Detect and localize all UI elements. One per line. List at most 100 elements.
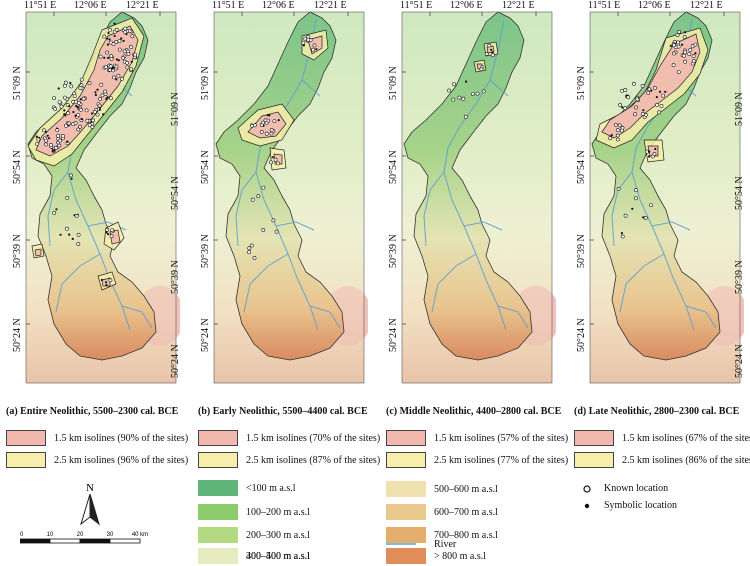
symbolic-site-marker xyxy=(68,105,71,108)
latitude-label: 51°09 N xyxy=(200,66,211,100)
known-site-marker xyxy=(479,67,484,72)
elevation-label: > 800 m a.s.l xyxy=(434,550,487,562)
elevation-label: 600–700 m a.s.l xyxy=(434,506,498,518)
symbolic-site-marker xyxy=(94,93,97,97)
symbolic-site-marker xyxy=(277,119,280,122)
latitude-label: 50°39 N xyxy=(576,234,587,268)
known-site-marker xyxy=(490,53,495,58)
latitude-label: 50°24 N xyxy=(200,318,211,352)
symbolic-site-marker xyxy=(100,278,103,282)
known-site-marker xyxy=(303,36,308,41)
known-site-marker xyxy=(259,129,264,134)
known-site-marker xyxy=(117,47,122,52)
known-site-marker xyxy=(125,65,130,70)
scale-tick-label: 10 xyxy=(47,532,54,538)
known-site-marker xyxy=(649,203,653,208)
study-region xyxy=(27,11,157,361)
known-site-marker xyxy=(103,65,108,70)
elevation-legend-item: 400–500 m a.s.l xyxy=(198,548,310,564)
known-site-marker xyxy=(87,81,92,86)
iso15-label: 1.5 km isolines (67% of the sites) xyxy=(622,432,750,444)
elevation-label: 300–400 m a.s.l xyxy=(246,550,310,562)
known-site-marker xyxy=(102,34,107,39)
known-site-marker xyxy=(620,234,625,239)
scale-tick-label: 20 xyxy=(77,532,84,538)
iso25-legend-a: 2.5 km isolines (96% of the sites) xyxy=(6,452,188,468)
known-site-marker xyxy=(53,107,58,111)
river-line xyxy=(611,171,633,247)
known-site-marker xyxy=(85,118,90,123)
known-site-marker xyxy=(90,125,95,129)
known-site-marker xyxy=(447,88,452,93)
known-site-marker xyxy=(72,94,77,99)
known-site-marker xyxy=(77,100,81,105)
known-site-marker xyxy=(252,256,257,260)
map-panel-c: 11°51 E 12°06 E 12°21 E 51°09 N 50°54 N 50°39… xyxy=(386,0,566,385)
known-site-marker xyxy=(74,213,79,218)
symbolic-site-marker xyxy=(130,60,133,63)
river-line xyxy=(685,305,717,329)
known-site-marker xyxy=(261,120,265,125)
known-site-marker xyxy=(91,118,96,123)
known-site-marker xyxy=(271,218,276,223)
known-site-marker xyxy=(659,104,664,108)
iso25-swatch xyxy=(6,452,46,468)
known-site-marker xyxy=(312,43,317,48)
known-site-marker xyxy=(62,83,67,88)
river-line xyxy=(423,171,445,247)
river-line xyxy=(275,221,315,231)
longitude-label: 12°06 E xyxy=(450,0,483,11)
iso25-swatch xyxy=(386,452,426,468)
isoline-1-5km xyxy=(247,111,287,139)
known-site-marker xyxy=(114,40,119,44)
latitude-label: 50°54 N xyxy=(576,150,587,184)
river-line xyxy=(497,305,529,329)
latitude-label-right: 50°24 N xyxy=(734,344,745,378)
known-site-marker xyxy=(250,123,254,128)
known-site-marker xyxy=(475,91,480,96)
elevation-label: <100 m a.s.l xyxy=(246,482,296,494)
open-circle-icon xyxy=(583,484,591,493)
known-site-marker xyxy=(76,113,81,118)
known-site-marker xyxy=(55,128,60,133)
scale-segment xyxy=(109,538,141,544)
known-site-marker xyxy=(634,105,639,110)
known-site-marker xyxy=(301,40,306,45)
symbolic-site-marker xyxy=(694,52,697,55)
river-line xyxy=(55,253,101,313)
latitude-label: 50°54 N xyxy=(12,150,23,184)
elevation-label: 400–500 m a.s.l xyxy=(246,550,310,562)
symbolic-site-marker xyxy=(654,147,657,151)
latitude-label: 51°09 N xyxy=(388,66,399,100)
longitude-label: 11°51 E xyxy=(400,0,433,11)
known-site-marker xyxy=(688,48,693,52)
symbolic-site-marker xyxy=(302,44,305,47)
known-location-label: Known location xyxy=(604,483,669,494)
known-site-marker xyxy=(44,138,48,143)
filled-dot-icon xyxy=(584,503,590,508)
known-site-marker xyxy=(35,142,40,146)
iso25-label: 2.5 km isolines (96% of the sites) xyxy=(54,454,189,466)
iso15-swatch xyxy=(198,430,238,446)
known-site-marker xyxy=(677,29,682,34)
known-site-marker xyxy=(256,194,261,199)
elevation-swatch xyxy=(386,548,426,564)
north-label: N xyxy=(86,482,94,494)
known-site-marker xyxy=(616,186,621,191)
known-site-marker xyxy=(76,242,81,246)
latitude-label: 50°24 N xyxy=(576,318,587,352)
longitude-label: 12°06 E xyxy=(262,0,295,11)
elevation-swatch xyxy=(198,504,238,520)
known-site-marker xyxy=(111,42,116,46)
symbolic-location-label: Symbolic location xyxy=(604,500,678,511)
symbolic-site-marker xyxy=(113,22,116,25)
known-site-marker xyxy=(457,95,462,100)
known-site-marker xyxy=(79,83,84,88)
scale-segment xyxy=(79,538,111,544)
latitude-label-right: 51°09 N xyxy=(734,92,745,126)
scale-bar: 0 10 20 30 40 km xyxy=(19,528,160,548)
elevation-legend-item: <100 m a.s.l xyxy=(198,480,296,496)
symbolic-site-marker xyxy=(117,59,120,62)
known-site-marker xyxy=(109,234,114,239)
latitude-label: 50°24 N xyxy=(388,318,399,352)
